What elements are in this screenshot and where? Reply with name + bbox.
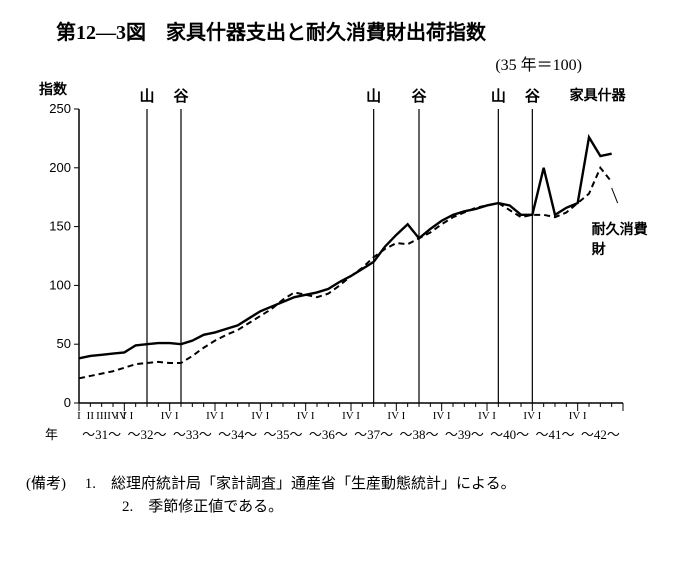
- line-chart: 050100150200250IIIIIIIVIIV IIV IIV IIV I…: [19, 79, 659, 459]
- svg-text:〜36〜: 〜36〜: [309, 427, 348, 442]
- series-label-2: 耐久消費財: [592, 219, 659, 259]
- y-axis-title: 指数: [39, 79, 67, 99]
- svg-text:谷: 谷: [411, 88, 427, 105]
- svg-text:〜32〜: 〜32〜: [127, 427, 166, 442]
- page-title: 第12—3図 家具什器支出と耐久消費財出荷指数: [56, 16, 662, 45]
- svg-text:IV I: IV I: [342, 410, 360, 422]
- svg-text:IV I: IV I: [251, 410, 269, 422]
- svg-text:〜40〜: 〜40〜: [490, 427, 529, 442]
- svg-text:50: 50: [57, 336, 71, 351]
- svg-text:IV I: IV I: [206, 410, 224, 422]
- svg-text:年: 年: [45, 427, 58, 442]
- svg-text:0: 0: [64, 395, 71, 410]
- notes-section: (備考) 1. 総理府統計局「家計調査」通産省「生産動態統計」による。 2. 季…: [26, 473, 652, 518]
- svg-text:谷: 谷: [525, 88, 541, 105]
- svg-text:〜37〜: 〜37〜: [354, 427, 393, 442]
- svg-text:IV I: IV I: [115, 410, 133, 422]
- svg-text:IV I: IV I: [387, 410, 405, 422]
- series-label-1: 家具什器: [570, 85, 626, 105]
- svg-text:IV I: IV I: [161, 410, 179, 422]
- notes-label: (備考): [26, 476, 66, 492]
- page-subtitle: (35 年＝100): [16, 51, 582, 75]
- note-1: 総理府統計局「家計調査」通産省「生産動態統計」による。: [111, 476, 516, 492]
- svg-text:〜34〜: 〜34〜: [218, 427, 257, 442]
- svg-text:200: 200: [49, 160, 71, 175]
- svg-text:IV I: IV I: [478, 410, 496, 422]
- note-2: 季節修正値である。: [148, 499, 283, 515]
- svg-text:谷: 谷: [173, 88, 189, 105]
- svg-text:山: 山: [366, 88, 381, 105]
- svg-text:III: III: [96, 410, 107, 422]
- svg-text:IV I: IV I: [297, 410, 315, 422]
- svg-text:IV I: IV I: [523, 410, 541, 422]
- svg-text:150: 150: [49, 219, 71, 234]
- svg-text:100: 100: [49, 277, 71, 292]
- svg-text:〜38〜: 〜38〜: [399, 427, 438, 442]
- chart-area: 指数 050100150200250IIIIIIIVIIV IIV IIV II…: [19, 79, 659, 459]
- svg-text:〜42〜: 〜42〜: [581, 427, 620, 442]
- svg-text:IV I: IV I: [433, 410, 451, 422]
- svg-text:〜31〜: 〜31〜: [82, 427, 121, 442]
- svg-text:山: 山: [491, 88, 506, 105]
- svg-text:〜39〜: 〜39〜: [445, 427, 484, 442]
- svg-text:〜33〜: 〜33〜: [173, 427, 212, 442]
- svg-text:〜41〜: 〜41〜: [535, 427, 574, 442]
- svg-text:山: 山: [139, 88, 154, 105]
- svg-text:IV I: IV I: [569, 410, 587, 422]
- svg-text:II: II: [87, 410, 95, 422]
- svg-text:〜35〜: 〜35〜: [263, 427, 302, 442]
- svg-text:I: I: [77, 410, 81, 422]
- svg-text:250: 250: [49, 101, 71, 116]
